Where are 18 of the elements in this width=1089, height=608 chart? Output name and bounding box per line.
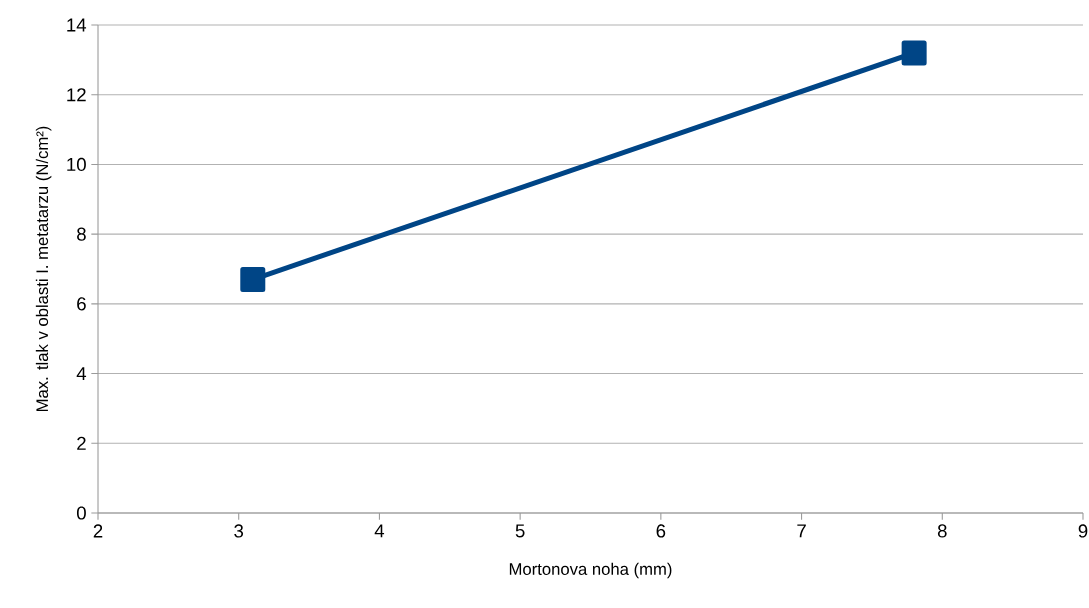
y-tick-label: 14 — [67, 18, 87, 32]
x-tick-label: 9 — [1078, 524, 1088, 538]
y-tick-label: 10 — [67, 157, 86, 172]
y-tick-label: 4 — [76, 367, 87, 380]
y-tick-label: 6 — [77, 297, 86, 311]
y-tick-label: 12 — [67, 88, 86, 102]
x-tick-label: 4 — [374, 524, 385, 538]
x-tick-label: 8 — [937, 524, 947, 538]
x-tick-label: 3 — [234, 524, 244, 538]
x-tick-label: 5 — [515, 524, 525, 538]
y-tick-label: 0 — [76, 506, 86, 520]
y-tick-label: 2 — [77, 436, 86, 450]
y-axis-title: Max. tlak v oblasti I. metatarzu (N/cm²) — [35, 126, 52, 412]
x-tick-label: 6 — [656, 524, 666, 538]
y-tick-label: 8 — [77, 227, 86, 241]
x-tick-label: 2 — [93, 524, 103, 538]
x-axis-title: Mortonova noha (mm) — [509, 562, 672, 579]
x-tick-label: 7 — [797, 524, 806, 538]
